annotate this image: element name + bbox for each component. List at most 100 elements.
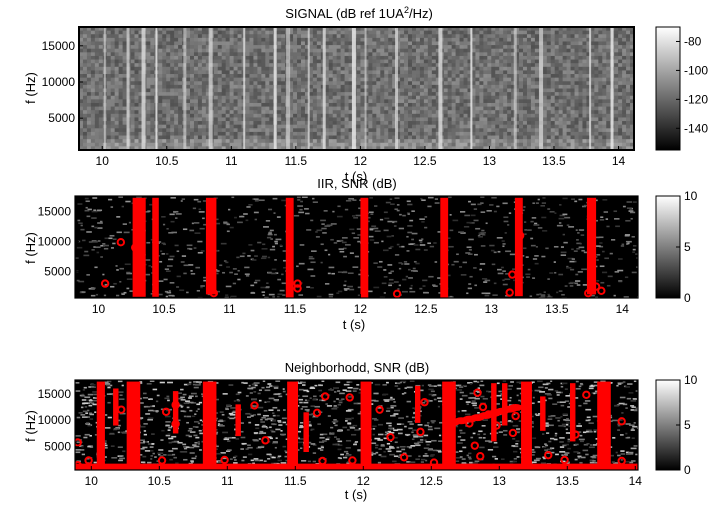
spectrogram-cell xyxy=(265,146,270,150)
spectrogram-cell xyxy=(487,128,492,133)
spectrogram-cell xyxy=(146,110,151,115)
spectrogram-cell xyxy=(507,66,512,71)
spectrogram-cell xyxy=(90,70,96,75)
spectrogram-cell xyxy=(558,48,563,53)
spectrogram-cell xyxy=(415,52,421,57)
spectrogram-cell xyxy=(582,41,587,46)
spectrogram-cell xyxy=(178,27,183,31)
spectrogram-cell xyxy=(193,139,199,144)
spectrogram-cell xyxy=(324,106,330,111)
spectrogram-cell xyxy=(400,110,405,115)
spectrogram-cell xyxy=(166,66,171,71)
spectrogram-cell xyxy=(408,41,413,46)
spectrogram-cell xyxy=(146,74,151,78)
spectrogram-cell xyxy=(534,37,540,42)
spectrogram-cell xyxy=(332,41,337,46)
spectrogram-cell xyxy=(122,66,127,71)
spectrogram-cell xyxy=(344,92,349,97)
spectrogram-cell xyxy=(630,135,634,140)
spectrogram-cell xyxy=(293,74,298,78)
spectrogram-cell xyxy=(249,135,254,140)
spectrogram-cell xyxy=(558,142,563,147)
spectrogram-cell xyxy=(447,146,452,150)
spectrogram-cell xyxy=(261,95,266,100)
spectrogram-cell xyxy=(380,55,385,60)
spectrogram-cell xyxy=(487,121,492,125)
spectrogram-cell xyxy=(546,77,552,82)
spectrogram-cell xyxy=(467,99,472,104)
spectrogram-cell xyxy=(237,45,242,50)
spectrogram-cell xyxy=(312,55,318,60)
spectrogram-cell xyxy=(364,117,369,122)
spectrogram-cell xyxy=(281,30,286,35)
spectrogram-cell xyxy=(170,128,175,133)
spectrogram-cell xyxy=(530,30,536,35)
spectrogram-cell xyxy=(463,30,468,35)
spectrogram-cell xyxy=(336,55,341,60)
spectrogram-cell xyxy=(205,34,211,39)
spectrogram-cell xyxy=(526,117,532,122)
spectrogram-cell xyxy=(594,74,599,78)
spectrogram-cell xyxy=(193,110,199,115)
spectrogram-cell xyxy=(293,81,298,86)
spectrogram-cell xyxy=(162,77,167,82)
spectrogram-cell xyxy=(530,131,536,136)
spectrogram-cell xyxy=(138,142,143,147)
spectrogram-cell xyxy=(451,146,456,150)
spectrogram-cell xyxy=(245,88,250,93)
spectrogram-cell xyxy=(455,74,460,78)
spectrogram-cell xyxy=(332,30,337,35)
spectrogram-cell xyxy=(82,135,88,140)
spectrogram-cell xyxy=(245,45,250,50)
spectrogram-cell xyxy=(487,77,492,82)
spectrogram-cell xyxy=(166,45,171,50)
spectrogram-cell xyxy=(455,34,460,39)
spectrogram-cell xyxy=(419,48,425,53)
spectrogram-cell xyxy=(455,52,460,57)
spectrogram-cell xyxy=(471,52,476,57)
spectrogram-cell xyxy=(423,146,429,150)
spectrogram-cell xyxy=(618,121,623,125)
spectrogram-cell xyxy=(459,110,464,115)
spectrogram-cell xyxy=(459,146,464,150)
spectrogram-cell xyxy=(574,37,579,42)
spectrogram-cell xyxy=(293,55,298,60)
spectrogram-cell xyxy=(546,66,552,71)
spectrogram-cell xyxy=(534,117,540,122)
spectrogram-cell xyxy=(79,113,84,118)
spectrogram-cell xyxy=(554,34,559,39)
spectrogram-cell xyxy=(614,95,619,100)
spectrogram-cell xyxy=(412,106,417,111)
spectrogram-cell xyxy=(162,139,167,144)
spectrogram-cell xyxy=(558,52,563,57)
spectrogram-cell xyxy=(293,88,298,93)
spectrogram-cell xyxy=(614,146,619,150)
spectrogram-cell xyxy=(519,48,524,53)
spectrogram-cell xyxy=(467,74,472,78)
spectrogram-cell xyxy=(554,139,559,144)
spectrogram-cell xyxy=(332,55,337,60)
spectrogram-cell xyxy=(530,121,536,125)
spectrogram-cell xyxy=(213,88,219,93)
spectrogram-cell xyxy=(340,117,345,122)
spectrogram-cell xyxy=(134,128,139,133)
spectrogram-cell xyxy=(94,48,100,53)
spectrogram-cell xyxy=(606,121,611,125)
spectrogram-cell xyxy=(455,84,460,89)
spectrogram-cell xyxy=(388,27,393,31)
spectrogram-cell xyxy=(253,37,258,42)
spectrogram-cell xyxy=(388,139,393,144)
spectrogram-cell xyxy=(471,135,476,140)
spectrogram-cell xyxy=(530,146,536,150)
spectrogram-cell xyxy=(546,59,552,64)
spectrogram-cell xyxy=(412,113,417,118)
spectrogram-cell xyxy=(193,70,199,75)
spectrogram-cell xyxy=(201,66,207,71)
spectrogram-cell xyxy=(340,59,345,64)
spectrogram-cell xyxy=(570,34,575,39)
snr-speckle xyxy=(596,254,601,256)
spectrogram-cell xyxy=(475,34,480,39)
spectrogram-cell xyxy=(459,139,464,144)
spectrogram-cell xyxy=(467,48,472,53)
spectrogram-cell xyxy=(253,142,258,147)
